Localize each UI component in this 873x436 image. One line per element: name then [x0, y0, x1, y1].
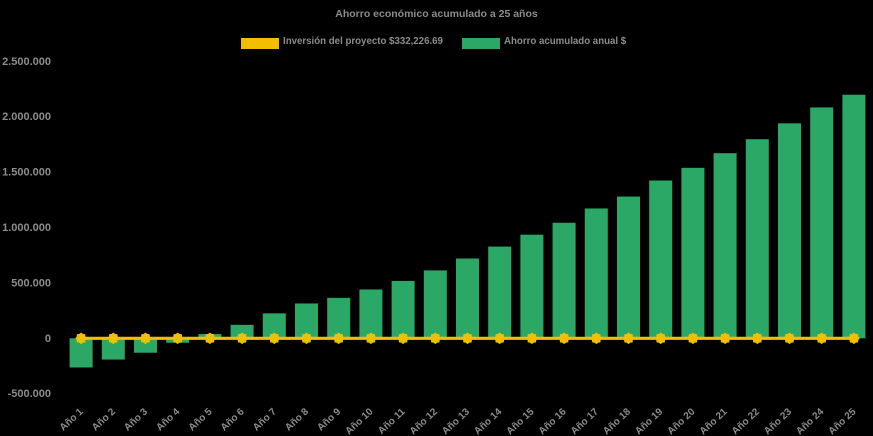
svg-text:1.000.000: 1.000.000 [2, 222, 51, 234]
svg-text:0: 0 [45, 333, 51, 345]
svg-text:Año 2: Año 2 [90, 406, 118, 433]
svg-text:Año 24: Año 24 [794, 406, 826, 436]
svg-text:Año 7: Año 7 [251, 406, 279, 433]
svg-text:Año 18: Año 18 [601, 406, 633, 436]
svg-text:-500.000: -500.000 [8, 388, 51, 400]
svg-text:Año 16: Año 16 [537, 406, 569, 436]
svg-text:Año 12: Año 12 [408, 406, 440, 436]
svg-text:1.500.000: 1.500.000 [2, 167, 51, 179]
svg-text:Año 9: Año 9 [315, 406, 343, 433]
svg-text:2.000.000: 2.000.000 [2, 111, 51, 123]
svg-text:Año 17: Año 17 [569, 406, 601, 436]
svg-text:Año 13: Año 13 [440, 406, 472, 436]
svg-text:500.000: 500.000 [11, 277, 51, 289]
svg-text:Año 10: Año 10 [344, 406, 376, 436]
svg-text:Año 6: Año 6 [219, 406, 247, 433]
svg-text:Año 14: Año 14 [472, 406, 504, 436]
svg-text:Año 5: Año 5 [187, 406, 215, 433]
svg-text:Año 22: Año 22 [730, 406, 762, 436]
svg-text:Año 15: Año 15 [505, 406, 537, 436]
svg-text:Año 19: Año 19 [633, 406, 665, 436]
svg-text:Año 11: Año 11 [376, 406, 408, 436]
svg-text:Año 3: Año 3 [122, 406, 150, 433]
svg-text:Año 8: Año 8 [283, 406, 311, 433]
svg-text:Año 23: Año 23 [762, 406, 794, 436]
svg-text:Año 25: Año 25 [827, 406, 859, 436]
svg-text:2.500.000: 2.500.000 [2, 56, 51, 68]
svg-text:Año 21: Año 21 [698, 406, 730, 436]
svg-text:Año 20: Año 20 [666, 406, 698, 436]
svg-text:Año 4: Año 4 [154, 406, 182, 433]
svg-text:Año 1: Año 1 [58, 406, 86, 433]
